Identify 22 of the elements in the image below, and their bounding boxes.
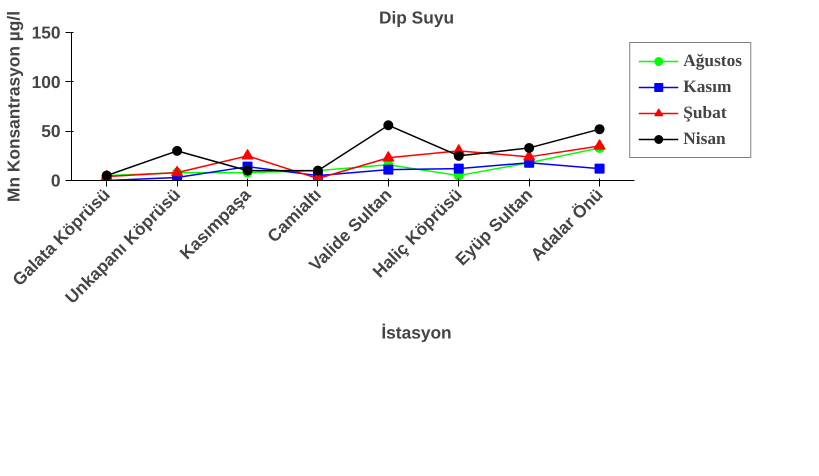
legend-label: Nisan (683, 129, 726, 149)
y-tick-label: 150 (32, 22, 61, 42)
y-tick-label: 100 (32, 72, 61, 92)
point (524, 142, 534, 153)
legend-label: Kasım (683, 77, 732, 97)
point (383, 164, 394, 175)
chart-title: Dip Suyu (378, 8, 454, 28)
point (382, 150, 394, 162)
legend-label: Şubat (683, 103, 727, 123)
point (172, 146, 182, 156)
point (594, 139, 606, 150)
y-axis-title: Mn Konsantrasyon µg/l (4, 11, 24, 202)
point (594, 124, 605, 134)
point (594, 164, 605, 174)
point (454, 164, 464, 174)
point (242, 148, 254, 160)
legend-label: Ağustos (683, 51, 742, 71)
y-tick-label: 0 (50, 170, 61, 190)
point (383, 120, 394, 130)
x-axis-title: İstasyon (381, 322, 452, 343)
point (454, 150, 464, 161)
y-tick-label: 50 (41, 121, 61, 142)
